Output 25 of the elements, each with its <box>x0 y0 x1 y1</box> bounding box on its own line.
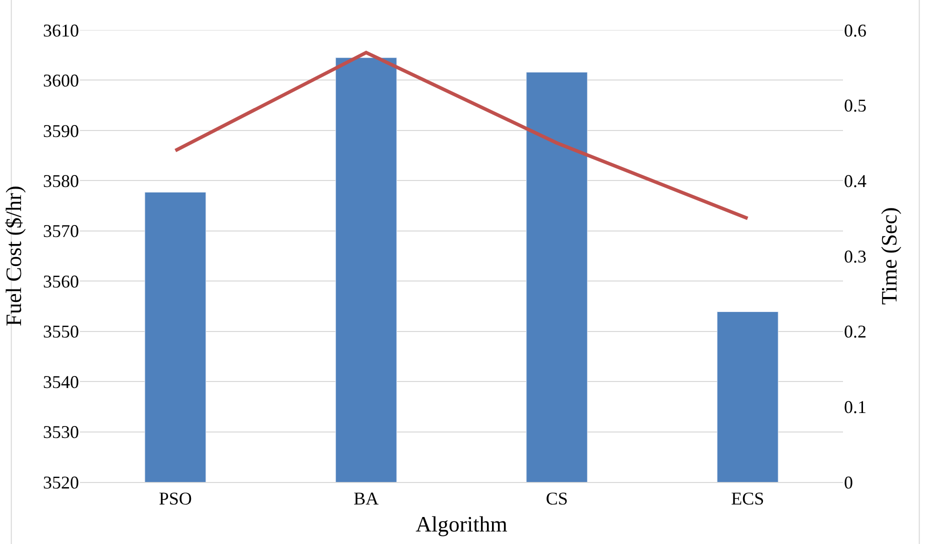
y2-tick-label: 0.5 <box>844 96 866 116</box>
y-axis-title: Fuel Cost ($/hr) <box>0 186 26 326</box>
x-axis-title: Algorithm <box>416 512 508 536</box>
y-tick-label: 3610 <box>43 20 79 40</box>
y-tick-label: 3540 <box>43 372 79 392</box>
y-tick-label: 3580 <box>43 170 79 191</box>
x-tick-label: BA <box>354 488 379 509</box>
y2-tick-label: 0.6 <box>844 20 866 40</box>
x-tick-label: CS <box>546 488 568 509</box>
y-tick-label: 3600 <box>43 70 79 91</box>
y-tick-label: 3560 <box>43 271 79 292</box>
x-tick-label: PSO <box>158 488 192 509</box>
y2-tick-label: 0.4 <box>844 170 866 191</box>
y2-tick-label: 0 <box>844 472 853 492</box>
y2-axis-title: Time (Sec) <box>876 207 902 305</box>
y2-tick-label: 0.1 <box>844 396 866 417</box>
y2-tick-label: 0.2 <box>844 322 866 342</box>
y-tick-label: 3570 <box>43 221 79 242</box>
x-tick-label: ECS <box>731 488 764 509</box>
line-series <box>174 50 750 220</box>
y-tick-label: 3590 <box>43 120 79 141</box>
y2-tick-label: 0.3 <box>844 246 866 266</box>
y-tick-label: 3530 <box>43 422 79 442</box>
y-tick-label: 3520 <box>43 472 79 492</box>
y-tick-label: 3550 <box>43 322 79 342</box>
